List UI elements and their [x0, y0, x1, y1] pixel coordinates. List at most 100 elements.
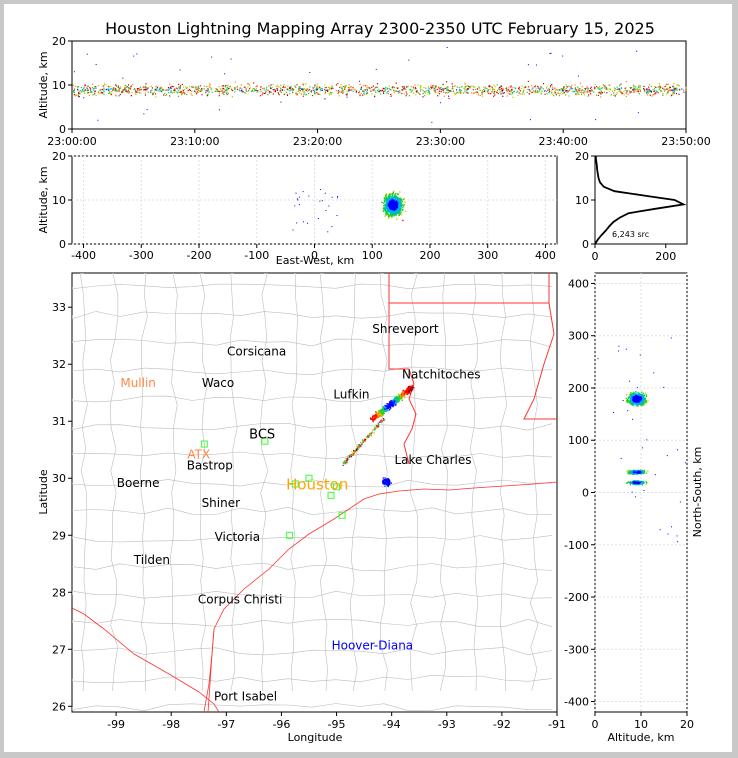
altitude-histogram-ytick-label: 20 — [575, 150, 589, 163]
map-source — [410, 387, 413, 389]
altitude-time-source — [382, 91, 385, 93]
northsouth-altitude-source — [633, 470, 635, 473]
altitude-time-source — [116, 90, 118, 92]
altitude-time-source — [374, 96, 376, 98]
altitude-time-source — [444, 87, 446, 90]
map-source — [378, 415, 380, 418]
altitude-time-source — [275, 85, 277, 87]
city-label: Corsicana — [227, 345, 286, 359]
map-source — [383, 417, 385, 420]
altitude-eastwest-source — [384, 203, 387, 205]
altitude-time-source — [430, 85, 432, 87]
altitude-time-source — [497, 89, 499, 92]
altitude-time-source — [398, 92, 400, 94]
altitude-time-source — [460, 86, 462, 88]
northsouth-altitude-source — [634, 400, 637, 402]
altitude-eastwest-source — [387, 208, 389, 211]
altitude-eastwest-source — [399, 201, 401, 203]
altitude-eastwest-source — [302, 191, 304, 193]
northsouth-altitude-source — [631, 491, 633, 493]
altitude-time-source — [407, 86, 409, 88]
altitude-time-source — [609, 88, 612, 91]
altitude-time-source — [100, 89, 102, 91]
altitude-time-source — [487, 91, 489, 93]
altitude-time-source — [613, 94, 615, 96]
northsouth-altitude-source — [635, 399, 638, 401]
altitude-histogram-ytick-label: 10 — [575, 194, 589, 207]
map-source — [369, 432, 372, 435]
northsouth-altitude-ytick-label: 400 — [568, 277, 589, 290]
altitude-time-source — [386, 92, 388, 94]
altitude-time-source — [342, 89, 344, 91]
altitude-time-source — [316, 83, 318, 85]
northsouth-altitude-source — [643, 469, 645, 472]
altitude-time-source — [442, 83, 444, 86]
altitude-time-source — [551, 84, 553, 86]
altitude-eastwest-source — [395, 195, 398, 198]
northsouth-altitude-sources — [597, 337, 687, 543]
altitude-time-source — [368, 87, 370, 89]
altitude-eastwest-source — [386, 204, 388, 206]
altitude-time-source — [299, 90, 301, 92]
northsouth-altitude-ytick-label: 100 — [568, 434, 589, 447]
altitude-time-source — [482, 90, 484, 92]
altitude-time-source — [455, 92, 458, 94]
altitude-time-source — [633, 88, 635, 90]
map-xtick-label: -95 — [328, 718, 346, 731]
altitude-time-source — [198, 89, 200, 92]
northsouth-altitude-source — [631, 470, 633, 472]
altitude-time-source — [487, 88, 489, 91]
northsouth-altitude-source — [643, 481, 645, 483]
altitude-time-source — [359, 80, 361, 82]
altitude-time-source — [501, 91, 503, 93]
altitude-time-source — [603, 91, 606, 93]
altitude-eastwest-source — [331, 196, 333, 198]
altitude-time-source — [182, 92, 185, 94]
lma-station — [327, 491, 335, 499]
altitude-time-source — [314, 84, 316, 86]
altitude-time-source — [183, 89, 185, 91]
northsouth-altitude-source — [632, 471, 635, 473]
altitude-time-source — [386, 87, 389, 89]
altitude-eastwest-source — [404, 210, 407, 213]
altitude-time-source — [626, 91, 628, 93]
altitude-time-source — [600, 90, 602, 92]
altitude-time-source — [662, 87, 664, 89]
altitude-eastwest-source — [384, 207, 386, 209]
altitude-time-source — [178, 90, 180, 92]
northsouth-altitude-source — [640, 400, 642, 402]
altitude-time-source — [244, 86, 246, 88]
altitude-time-source — [587, 89, 589, 91]
altitude-time-source — [170, 91, 173, 93]
northsouth-altitude-source — [628, 396, 630, 399]
altitude-time-source — [366, 87, 368, 89]
altitude-time-source — [401, 89, 403, 92]
altitude-time-source — [420, 89, 422, 91]
altitude-time-source — [648, 88, 650, 91]
altitude-time-source — [335, 84, 338, 86]
altitude-time-source — [584, 88, 587, 90]
altitude-time-source — [482, 86, 485, 88]
altitude-time-source — [583, 90, 585, 92]
altitude-time-source — [190, 86, 193, 88]
altitude-eastwest-source — [388, 205, 391, 207]
altitude-time-source — [111, 91, 113, 93]
altitude-time-source — [300, 87, 302, 90]
altitude-time-source — [633, 91, 635, 93]
altitude-time-source — [193, 90, 195, 92]
altitude-eastwest-source — [382, 210, 385, 212]
lma-station — [200, 440, 208, 448]
northsouth-altitude-source — [631, 393, 633, 395]
altitude-time-source — [500, 90, 503, 92]
altitude-time-source — [102, 85, 104, 87]
altitude-eastwest-source — [395, 199, 397, 201]
altitude-time-source — [501, 88, 503, 90]
altitude-time-source — [532, 87, 534, 89]
altitude-time-source — [223, 93, 225, 95]
altitude-eastwest-source — [384, 201, 386, 203]
altitude-time-source — [261, 94, 263, 96]
altitude-time-source — [559, 93, 561, 95]
map-source — [354, 450, 356, 452]
altitude-time-source — [390, 93, 392, 96]
